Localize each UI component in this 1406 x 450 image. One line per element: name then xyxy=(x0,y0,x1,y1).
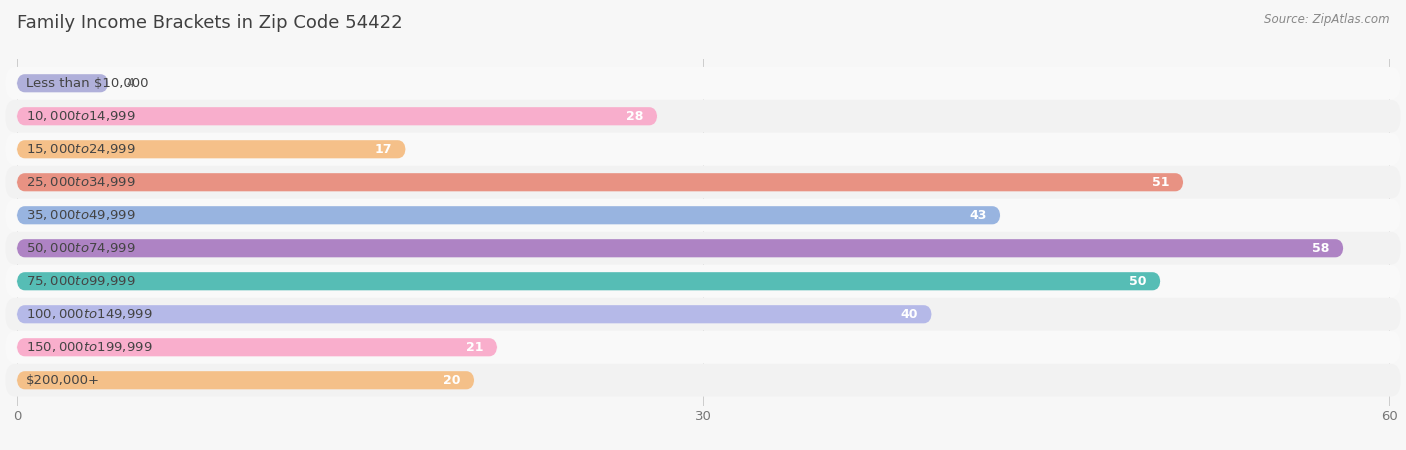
Text: 28: 28 xyxy=(626,110,644,123)
FancyBboxPatch shape xyxy=(17,338,498,356)
Text: $75,000 to $99,999: $75,000 to $99,999 xyxy=(27,274,136,288)
Text: 58: 58 xyxy=(1312,242,1330,255)
FancyBboxPatch shape xyxy=(17,371,474,389)
FancyBboxPatch shape xyxy=(17,173,1184,191)
FancyBboxPatch shape xyxy=(6,331,1400,364)
FancyBboxPatch shape xyxy=(17,239,1343,257)
Text: Less than $10,000: Less than $10,000 xyxy=(27,77,149,90)
FancyBboxPatch shape xyxy=(17,206,1000,225)
FancyBboxPatch shape xyxy=(17,272,1160,290)
FancyBboxPatch shape xyxy=(6,232,1400,265)
FancyBboxPatch shape xyxy=(6,364,1400,396)
Text: 51: 51 xyxy=(1152,176,1170,189)
FancyBboxPatch shape xyxy=(17,305,932,323)
FancyBboxPatch shape xyxy=(17,74,108,92)
Text: $100,000 to $149,999: $100,000 to $149,999 xyxy=(27,307,153,321)
FancyBboxPatch shape xyxy=(6,199,1400,232)
Text: 21: 21 xyxy=(465,341,484,354)
FancyBboxPatch shape xyxy=(6,298,1400,331)
Text: Family Income Brackets in Zip Code 54422: Family Income Brackets in Zip Code 54422 xyxy=(17,14,402,32)
Text: 20: 20 xyxy=(443,374,461,387)
FancyBboxPatch shape xyxy=(17,107,657,126)
Text: $200,000+: $200,000+ xyxy=(27,374,100,387)
FancyBboxPatch shape xyxy=(6,100,1400,133)
Text: $15,000 to $24,999: $15,000 to $24,999 xyxy=(27,142,136,156)
Text: 43: 43 xyxy=(969,209,987,222)
FancyBboxPatch shape xyxy=(6,67,1400,99)
Text: $25,000 to $34,999: $25,000 to $34,999 xyxy=(27,175,136,189)
Text: $50,000 to $74,999: $50,000 to $74,999 xyxy=(27,241,136,255)
Text: 50: 50 xyxy=(1129,275,1147,288)
FancyBboxPatch shape xyxy=(6,265,1400,297)
Text: $35,000 to $49,999: $35,000 to $49,999 xyxy=(27,208,136,222)
FancyBboxPatch shape xyxy=(6,166,1400,198)
Text: $150,000 to $199,999: $150,000 to $199,999 xyxy=(27,340,153,354)
Text: 4: 4 xyxy=(127,77,135,90)
Text: 40: 40 xyxy=(900,308,918,321)
Text: $10,000 to $14,999: $10,000 to $14,999 xyxy=(27,109,136,123)
Text: Source: ZipAtlas.com: Source: ZipAtlas.com xyxy=(1264,14,1389,27)
FancyBboxPatch shape xyxy=(17,140,406,158)
FancyBboxPatch shape xyxy=(6,133,1400,166)
Text: 17: 17 xyxy=(374,143,392,156)
